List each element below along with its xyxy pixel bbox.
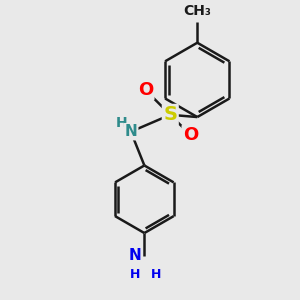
Text: S: S bbox=[163, 105, 177, 124]
Text: N: N bbox=[129, 248, 142, 263]
Text: H: H bbox=[150, 268, 161, 281]
Text: O: O bbox=[183, 126, 198, 144]
Text: O: O bbox=[138, 81, 153, 99]
Text: N: N bbox=[124, 124, 137, 139]
Text: H: H bbox=[116, 116, 128, 130]
Text: CH₃: CH₃ bbox=[183, 4, 211, 18]
Text: H: H bbox=[130, 268, 140, 281]
